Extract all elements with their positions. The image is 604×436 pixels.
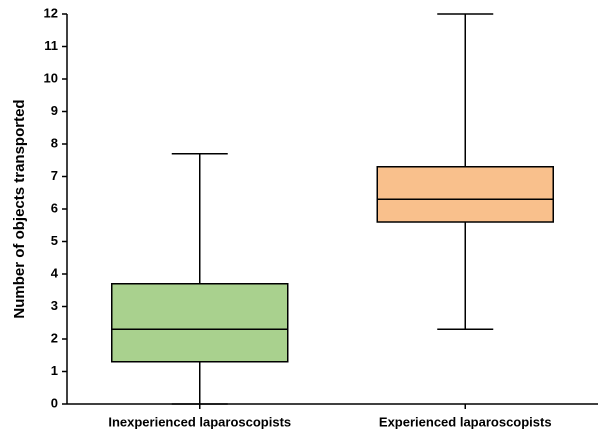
y-tick-label: 10 xyxy=(44,70,58,85)
y-tick-label: 11 xyxy=(44,38,58,53)
box xyxy=(111,283,289,363)
box xyxy=(376,166,554,223)
y-tick-label: 6 xyxy=(51,200,58,215)
y-axis-label: Number of objects transported xyxy=(11,99,28,318)
y-tick-label: 2 xyxy=(51,330,58,345)
x-tick-label: Experienced laparoscopists xyxy=(379,414,552,429)
y-tick-label: 4 xyxy=(51,265,59,280)
y-tick-label: 9 xyxy=(51,103,58,118)
y-tick-label: 1 xyxy=(51,363,58,378)
y-tick-label: 5 xyxy=(51,233,58,248)
y-tick-label: 8 xyxy=(51,135,58,150)
x-tick-label: Inexperienced laparoscopists xyxy=(108,414,291,429)
y-tick-label: 12 xyxy=(44,5,58,20)
y-tick-label: 3 xyxy=(51,298,58,313)
y-tick-label: 7 xyxy=(51,168,58,183)
y-tick-label: 0 xyxy=(51,395,58,410)
